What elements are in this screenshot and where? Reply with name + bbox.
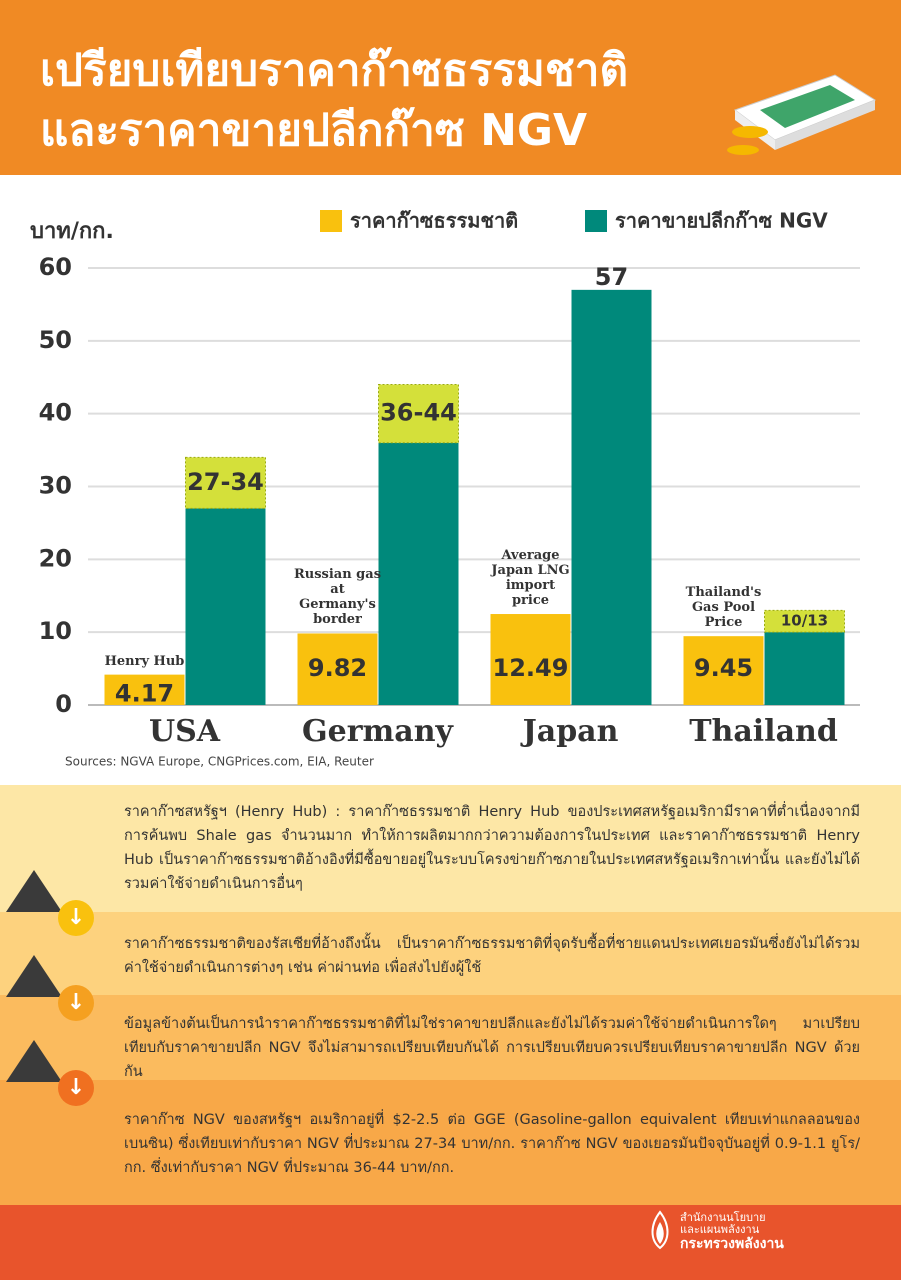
triangle — [6, 1040, 62, 1082]
legend-swatch — [320, 210, 342, 232]
title: และราคาขายปลีกก๊าซ NGV — [40, 105, 588, 156]
y-axis-label: บาท/กก. — [30, 219, 114, 244]
value-label: 57 — [595, 263, 628, 291]
bar — [185, 508, 266, 705]
note-text: ราคาก๊าซธรรมชาติของรัสเซียที่อ้างถึงนั้น… — [124, 936, 860, 976]
note-text: ราคาก๊าซสหรัฐฯ (Henry Hub) : ราคาก๊าซธรร… — [124, 804, 860, 892]
range-bar — [185, 456, 266, 509]
y-tick-label: 60 — [39, 253, 72, 281]
bar — [764, 632, 845, 705]
note-band — [0, 1080, 901, 1205]
y-tick-label: 0 — [55, 690, 72, 718]
logo — [651, 1210, 669, 1250]
y-tick-label: 30 — [39, 472, 72, 500]
source: Sources: NGVA Europe, CNGPrices.com, EIA… — [65, 755, 374, 769]
annotation: Average Japan LNG import price — [491, 548, 570, 609]
bar — [490, 614, 571, 705]
title: เปรียบเทียบราคาก๊าซธรรมชาติ — [40, 45, 629, 96]
value-label: 4.17 — [115, 680, 174, 708]
money-icon — [727, 74, 877, 155]
bar — [683, 636, 764, 705]
value-label: 27-34 — [187, 468, 264, 496]
triangle — [6, 870, 62, 912]
value-label: 12.49 — [493, 654, 569, 682]
arrow-icon: ↓ — [58, 985, 94, 1021]
footer — [0, 1205, 901, 1280]
y-tick-label: 20 — [39, 544, 72, 572]
annotation: Thailand's Gas Pool Price — [685, 585, 762, 631]
org: สำนักงานนโยบาย — [680, 1211, 766, 1224]
note-text: ข้อมูลข้างต้นเป็นการนำราคาก๊าซธรรมชาติที… — [124, 1016, 860, 1080]
value-label: 36-44 — [380, 399, 457, 427]
range-bar — [378, 384, 459, 444]
bar — [571, 289, 652, 705]
arrow-icon: ↓ — [58, 1070, 94, 1106]
y-tick-label: 50 — [39, 326, 72, 354]
legend-label: ราคาขายปลีกก๊าซ NGV — [615, 209, 828, 233]
value-label: 10/13 — [781, 612, 828, 630]
bar — [104, 674, 185, 705]
bar — [378, 442, 459, 705]
bar — [297, 633, 378, 705]
arrow-icon: ↓ — [58, 900, 94, 936]
annotation: Russian gas at Germany's border — [293, 567, 382, 628]
legend-swatch — [585, 210, 607, 232]
value-label: 9.45 — [694, 654, 753, 682]
org: และแผนพลังงาน — [680, 1223, 760, 1236]
x-tick-label: USA — [149, 714, 221, 749]
legend-label: ราคาก๊าซธรรมชาติ — [350, 209, 518, 233]
triangle — [6, 955, 62, 997]
x-tick-label: Thailand — [689, 714, 838, 749]
value-label: 9.82 — [308, 654, 367, 682]
range-bar — [764, 609, 845, 633]
x-tick-label: Japan — [520, 714, 619, 749]
chart: บาท/กก. Sources: NGVA Europe, CNGPrices.… — [30, 209, 860, 769]
note-band — [0, 912, 901, 995]
y-tick-label: 40 — [39, 399, 72, 427]
x-tick-label: Germany — [302, 714, 455, 749]
org: กระทรวงพลังงาน — [680, 1236, 784, 1252]
note-band — [0, 785, 901, 912]
note-text: ราคาก๊าซ NGV ของสหรัฐฯ อเมริกาอยู่ที่ $2… — [124, 1112, 860, 1176]
note-band — [0, 995, 901, 1080]
y-tick-label: 10 — [39, 617, 72, 645]
annotation: Henry Hub — [104, 653, 185, 669]
